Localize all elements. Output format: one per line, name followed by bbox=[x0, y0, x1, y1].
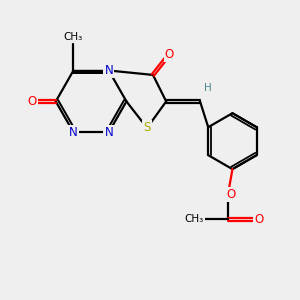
Text: O: O bbox=[28, 95, 37, 108]
Text: O: O bbox=[226, 188, 236, 201]
Text: N: N bbox=[104, 126, 113, 139]
Text: S: S bbox=[143, 122, 151, 134]
Text: O: O bbox=[254, 213, 264, 226]
Text: CH₃: CH₃ bbox=[64, 32, 83, 42]
Text: N: N bbox=[104, 64, 113, 77]
Text: N: N bbox=[69, 126, 78, 139]
Text: O: O bbox=[164, 48, 174, 61]
Text: H: H bbox=[203, 83, 211, 93]
Text: CH₃: CH₃ bbox=[184, 214, 204, 224]
